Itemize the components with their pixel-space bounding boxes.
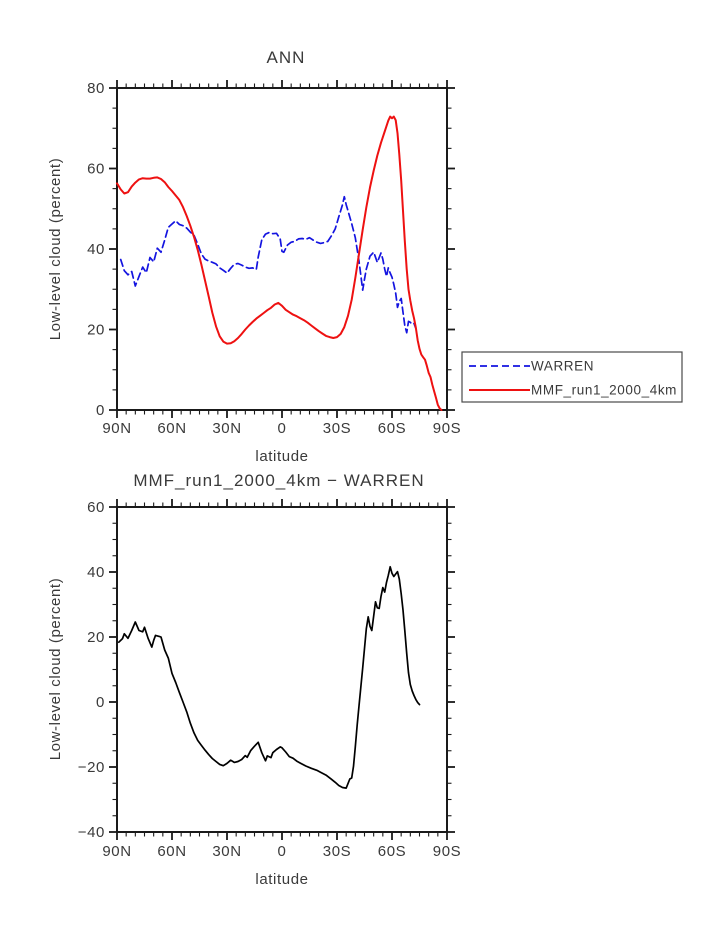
x-tick-label: 0 — [278, 420, 287, 437]
y-tick-label: 20 — [87, 629, 105, 646]
y-tick-label: 40 — [87, 241, 105, 258]
x-tick-label: 30N — [212, 420, 241, 437]
bottom-chart-axes: 90S 60S 30S 0 30N 60N 90N −40 −20 0 20 40 60 — [78, 499, 462, 860]
x-tick-label: 30S — [323, 843, 352, 860]
x-tick-label: 60N — [157, 420, 186, 437]
y-tick-label: −40 — [78, 824, 105, 841]
bottom-chart-y-axis-label: Low-level cloud (percent) — [47, 578, 64, 761]
top-chart-title: ANN — [267, 48, 306, 67]
x-tick-label: 60S — [378, 420, 407, 437]
legend-label: MMF_run1_2000_4km — [531, 383, 677, 398]
mmf-run1-2000-4km-warren-line — [117, 565, 421, 789]
y-tick-label: 20 — [87, 322, 105, 339]
plot-border — [116, 506, 448, 833]
top-chart-y-axis-label: Low-level cloud (percent) — [47, 158, 64, 341]
legend-entries: WARREN MMF_run1_2000_4km — [469, 359, 677, 398]
y-tick-label: 60 — [87, 161, 105, 178]
bottom-chart-x-axis-label: latitude — [255, 871, 308, 888]
x-tick-label: 0 — [278, 843, 287, 860]
x-tick-label: 60N — [157, 843, 186, 860]
bottom-chart: MMF_run1_2000_4km − WARREN Low-level clo… — [47, 471, 461, 888]
mmf-run1-2000-4km-line — [116, 115, 443, 411]
y-tick-label: 0 — [96, 402, 105, 419]
bottom-chart-title: MMF_run1_2000_4km − WARREN — [133, 471, 424, 490]
x-tick-label: 30N — [212, 843, 241, 860]
x-tick-label: 90N — [102, 843, 131, 860]
x-tick-label: 90S — [433, 843, 462, 860]
top-chart-series — [116, 115, 443, 411]
y-tick-label: 60 — [87, 499, 105, 516]
top-chart: ANN Low-level cloud (percent) latitude 9… — [47, 48, 461, 465]
x-tick-label: 90S — [433, 420, 462, 437]
legend: WARREN MMF_run1_2000_4km — [461, 351, 683, 403]
legend-label: WARREN — [531, 359, 594, 374]
bottom-chart-series — [117, 565, 421, 789]
y-tick-label: 0 — [96, 694, 105, 711]
x-tick-label: 90N — [102, 420, 131, 437]
top-chart-x-axis-label: latitude — [255, 448, 308, 465]
legend-box — [461, 351, 683, 403]
x-tick-label: 60S — [378, 843, 407, 860]
y-tick-label: 80 — [87, 80, 105, 97]
y-tick-label: −20 — [78, 759, 105, 776]
warren-line — [119, 195, 417, 334]
x-tick-label: 30S — [323, 420, 352, 437]
y-tick-label: 40 — [87, 564, 105, 581]
